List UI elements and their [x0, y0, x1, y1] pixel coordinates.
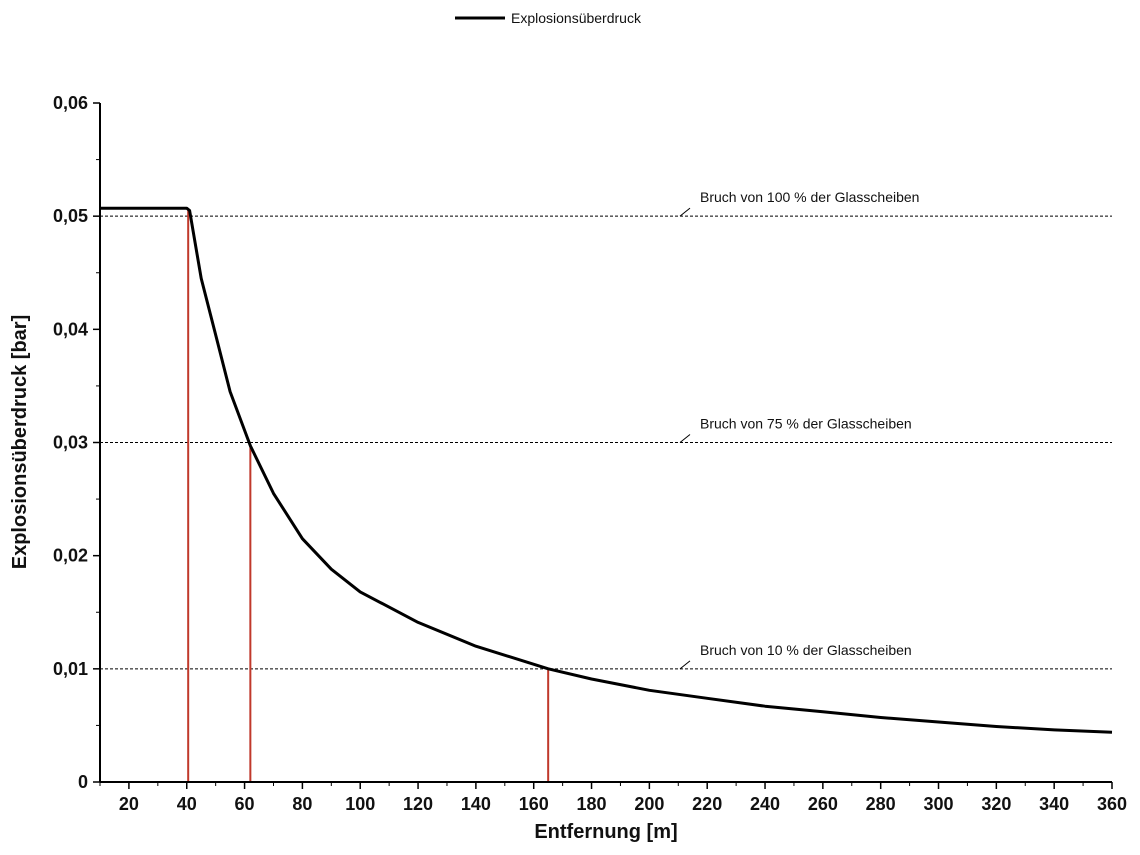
x-axis-ticks: 20 40 60 80 100 120 140 160 180 200 220 240 260 280 30… — [99, 782, 1127, 814]
x-tick-label: 80 — [292, 794, 312, 814]
legend: Explosionsüberdruck — [455, 10, 642, 26]
reference-leader — [679, 207, 691, 217]
reference-label: Bruch von 75 % der Glasscheiben — [700, 416, 912, 432]
x-tick-label: 220 — [692, 794, 722, 814]
y-axis-ticks: 0 0,01 0,02 0,03 0,04 0,05 0,06 — [53, 93, 100, 792]
y-tick-label: 0,02 — [53, 546, 88, 566]
x-tick-label: 140 — [461, 794, 491, 814]
x-tick-label: 340 — [1039, 794, 1069, 814]
y-tick-label: 0 — [78, 772, 88, 792]
y-tick-label: 0,05 — [53, 206, 88, 226]
x-tick-label: 200 — [634, 794, 664, 814]
x-tick-label: 260 — [808, 794, 838, 814]
y-tick-label: 0,01 — [53, 659, 88, 679]
reference-label: Bruch von 10 % der Glasscheiben — [700, 642, 912, 658]
x-tick-label: 100 — [345, 794, 375, 814]
x-tick-label: 160 — [519, 794, 549, 814]
x-axis-title: Entfernung [m] — [534, 821, 677, 843]
x-tick-label: 240 — [750, 794, 780, 814]
marker-lines — [187, 210, 550, 782]
x-tick-label: 300 — [923, 794, 953, 814]
x-tick-label: 120 — [403, 794, 433, 814]
reference-leader — [679, 434, 691, 443]
y-tick-label: 0,03 — [53, 433, 88, 453]
x-tick-label: 280 — [866, 794, 896, 814]
y-tick-label: 0,06 — [53, 93, 88, 113]
series-line-explosionsueberdruck — [100, 206, 1113, 734]
series-group — [100, 206, 1113, 734]
reference-label: Bruch von 100 % der Glasscheiben — [700, 189, 919, 205]
x-tick-label: 180 — [577, 794, 607, 814]
x-tick-label: 20 — [119, 794, 139, 814]
y-tick-label: 0,04 — [53, 319, 88, 339]
reference-lines: Bruch von 100 % der Glasscheiben Bruch vo… — [100, 189, 1112, 670]
reference-leader — [679, 660, 691, 670]
x-tick-label: 40 — [177, 794, 197, 814]
x-tick-label: 360 — [1097, 794, 1127, 814]
x-tick-label: 60 — [235, 794, 255, 814]
y-axis-title: Explosionsüberdruck [bar] — [9, 315, 31, 570]
x-tick-label: 320 — [981, 794, 1011, 814]
legend-label-explosionsueberdruck: Explosionsüberdruck — [511, 10, 642, 26]
